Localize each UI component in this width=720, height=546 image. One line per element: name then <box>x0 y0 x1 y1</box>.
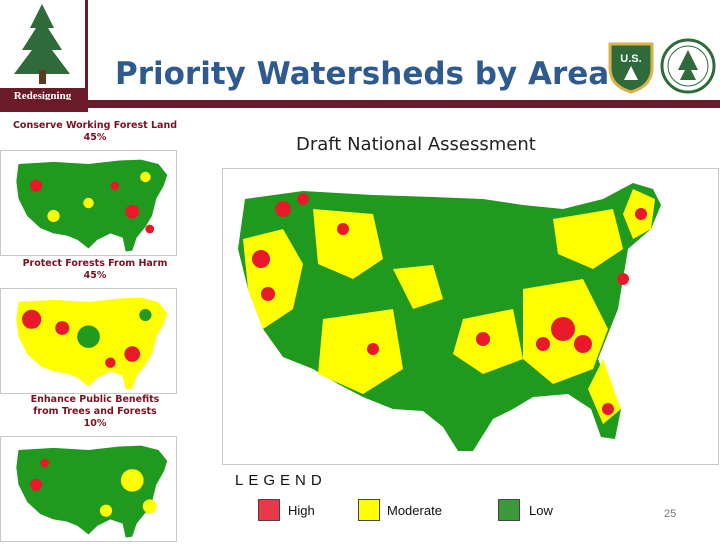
legend-label-high: High <box>288 503 315 518</box>
pine-tree-icon <box>14 4 70 84</box>
caption-conserve: Conserve Working Forest Land 45% <box>12 120 178 143</box>
thumbnail-map-conserve <box>0 150 177 256</box>
redesigning-logo: Redesigning STATE & PRIVATE FORESTRY <box>0 0 88 112</box>
page-number: 25 <box>664 508 677 520</box>
thumbnail-map-protect <box>0 288 177 394</box>
page-title: Priority Watersheds by Area <box>115 56 610 92</box>
thumbnail-map-enhance <box>0 436 177 542</box>
legend-title: LEGEND <box>235 472 327 489</box>
legend-swatch-low <box>498 499 520 521</box>
forest-service-shield-icon: U.S. <box>608 42 654 94</box>
caption-protect: Protect Forests From Harm 45% <box>22 258 168 281</box>
logo-wordmark: Redesigning <box>13 90 72 102</box>
header-rule <box>0 100 720 108</box>
legend-swatch-high <box>258 499 280 521</box>
caption-enhance: Enhance Public Benefits from Trees and F… <box>30 394 160 429</box>
main-us-map <box>222 168 719 465</box>
svg-text:U.S.: U.S. <box>620 53 641 65</box>
legend-label-moderate: Moderate <box>387 503 442 518</box>
legend-label-low: Low <box>529 503 553 518</box>
map-subtitle: Draft National Assessment <box>296 134 536 155</box>
legend-swatch-moderate <box>358 499 380 521</box>
seal-tree-icon <box>660 38 716 94</box>
